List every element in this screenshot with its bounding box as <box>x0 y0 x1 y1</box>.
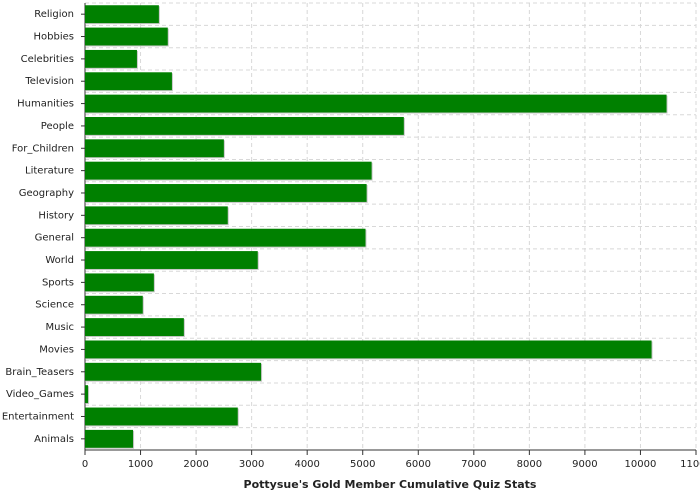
bar <box>85 295 143 314</box>
y-tick-label: Science <box>35 300 74 311</box>
x-tick-label: 11000 <box>680 459 700 470</box>
bar <box>85 94 667 113</box>
y-tick-label: Entertainment <box>2 411 74 422</box>
y-tick-label: Hobbies <box>34 32 74 43</box>
bar <box>85 407 238 426</box>
y-tick-label: General <box>35 233 74 244</box>
bar <box>85 429 134 448</box>
y-tick-label: People <box>41 121 74 132</box>
x-tick-label: 9000 <box>572 459 597 470</box>
x-tick-label: 0 <box>82 459 88 470</box>
x-axis-title: Pottysue's Gold Member Cumulative Quiz S… <box>244 478 537 491</box>
y-tick-label: Celebrities <box>21 54 74 65</box>
y-tick-label: Sports <box>42 277 74 288</box>
y-tick-label: World <box>45 255 74 266</box>
bar <box>85 139 224 158</box>
bar <box>85 273 154 292</box>
x-tick-label: 10000 <box>625 459 657 470</box>
bar <box>85 49 137 68</box>
y-tick-label: Brain_Teasers <box>5 367 74 378</box>
x-tick-label: 7000 <box>461 459 486 470</box>
x-tick-label: 5000 <box>350 459 375 470</box>
y-tick-label: Video_Games <box>6 389 74 400</box>
x-tick-label: 1000 <box>128 459 153 470</box>
y-tick-label: Literature <box>25 166 74 177</box>
x-tick-label: 4000 <box>294 459 319 470</box>
bar <box>85 206 228 225</box>
y-tick-label: Music <box>46 322 74 333</box>
y-tick-label: Religion <box>34 9 74 20</box>
x-tick-label: 2000 <box>183 459 208 470</box>
y-tick-label: History <box>38 210 74 221</box>
bar <box>85 385 89 404</box>
x-tick-label: 8000 <box>517 459 542 470</box>
y-tick-label: For_Children <box>12 143 74 154</box>
bar <box>85 5 159 24</box>
bar <box>85 184 367 202</box>
bar <box>85 340 652 359</box>
bar <box>85 251 258 269</box>
bar <box>85 116 404 135</box>
x-tick-label: 3000 <box>239 459 264 470</box>
bar <box>85 27 168 46</box>
bar <box>85 362 262 381</box>
bar <box>85 228 366 247</box>
y-tick-label: Television <box>24 76 74 87</box>
bar <box>85 318 184 337</box>
x-tick-label: 6000 <box>406 459 431 470</box>
y-tick-label: Geography <box>19 188 74 199</box>
bar <box>85 161 372 180</box>
y-tick-label: Animals <box>34 434 74 445</box>
bar <box>85 72 172 91</box>
y-tick-label: Humanities <box>17 99 74 110</box>
y-tick-label: Movies <box>39 344 74 355</box>
